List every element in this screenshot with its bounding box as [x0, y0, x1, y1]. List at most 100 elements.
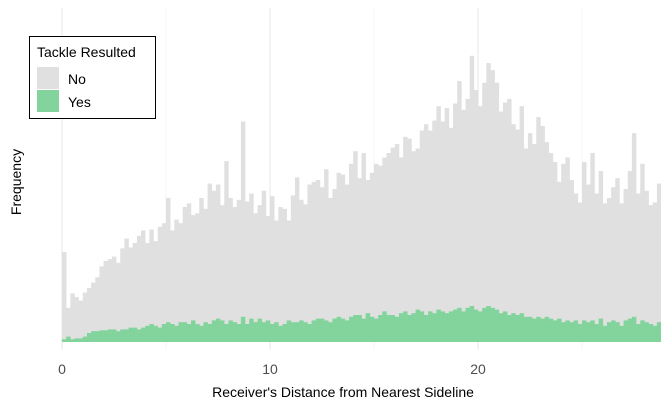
bar-yes-46 [253, 322, 258, 342]
bar-yes-139 [640, 320, 645, 342]
bar-yes-76 [378, 315, 383, 342]
bar-yes-123 [573, 320, 579, 342]
bar-no-11 [107, 259, 113, 342]
bar-yes-137 [631, 316, 637, 342]
bar-yes-65 [332, 318, 337, 342]
bar-no-132 [611, 187, 616, 342]
bar-no-77 [382, 157, 387, 342]
bar-yes-130 [602, 325, 608, 342]
bar-yes-15 [124, 329, 129, 342]
bar-yes-100 [478, 311, 483, 342]
x-axis-title: Receiver's Distance from Nearest Sidelin… [212, 384, 474, 400]
bar-no-65 [332, 189, 337, 342]
bar-no-83 [407, 138, 412, 342]
bar-yes-132 [611, 320, 616, 342]
bar-no-74 [369, 172, 375, 342]
bar-yes-24 [161, 324, 167, 342]
bar-no-28 [178, 223, 183, 342]
bar-no-72 [361, 153, 366, 342]
bar-no-86 [419, 130, 425, 342]
bar-yes-6 [86, 333, 92, 342]
bar-no-124 [577, 202, 583, 342]
bar-yes-95 [457, 307, 462, 342]
bar-yes-103 [490, 307, 495, 342]
bar-no-0 [62, 252, 67, 342]
bar-no-107 [507, 99, 512, 342]
bar-no-71 [357, 178, 362, 342]
legend-swatch-no [37, 67, 59, 89]
bar-no-50 [270, 196, 275, 342]
bar-no-125 [582, 162, 587, 342]
bar-yes-105 [498, 313, 504, 342]
bar-no-91 [440, 121, 446, 342]
bar-yes-47 [257, 318, 262, 342]
bar-no-134 [619, 203, 624, 342]
bar-yes-73 [365, 313, 371, 342]
bar-yes-36 [211, 320, 217, 342]
bar-yes-107 [507, 315, 512, 342]
bar-yes-90 [436, 309, 441, 342]
bar-yes-66 [336, 316, 342, 342]
bar-no-40 [228, 198, 233, 342]
bar-no-123 [573, 193, 579, 342]
bar-yes-80 [394, 316, 400, 342]
bar-yes-38 [220, 320, 225, 342]
bar-no-117 [548, 153, 554, 342]
bar-no-46 [253, 213, 258, 342]
bar-yes-135 [623, 320, 629, 342]
bar-yes-111 [523, 316, 529, 342]
series-no-bars [62, 55, 661, 343]
bar-yes-8 [95, 331, 100, 342]
bar-no-138 [636, 193, 641, 342]
bar-yes-29 [182, 322, 188, 342]
bar-no-63 [324, 169, 329, 342]
bar-no-70 [353, 151, 358, 342]
bar-yes-94 [453, 309, 458, 342]
bar-yes-85 [415, 309, 421, 342]
x-tick-label-20: 20 [470, 361, 486, 377]
bar-yes-110 [519, 313, 525, 342]
bar-no-25 [166, 198, 171, 342]
bar-yes-5 [82, 336, 88, 342]
bar-no-78 [386, 153, 391, 342]
bar-no-15 [124, 238, 129, 342]
bar-yes-18 [136, 329, 142, 342]
bar-no-30 [186, 203, 192, 342]
bar-yes-64 [328, 322, 333, 342]
bar-yes-4 [78, 338, 84, 342]
bar-no-142 [652, 202, 658, 342]
x-tick-label-0: 0 [58, 361, 66, 377]
bar-yes-48 [261, 322, 267, 342]
bar-yes-114 [536, 316, 541, 342]
bar-no-52 [278, 207, 283, 342]
bar-no-48 [261, 190, 267, 342]
bar-yes-17 [132, 327, 138, 342]
bar-yes-109 [515, 315, 520, 342]
bar-no-89 [432, 120, 437, 342]
bar-no-137 [631, 133, 637, 342]
bar-no-38 [220, 205, 225, 342]
bar-no-126 [586, 184, 591, 342]
bar-no-135 [623, 189, 629, 342]
bar-yes-52 [278, 325, 283, 342]
bar-no-73 [365, 180, 371, 342]
bar-yes-70 [353, 315, 358, 342]
bar-no-93 [448, 127, 454, 342]
bar-yes-45 [249, 318, 254, 342]
bar-yes-112 [527, 316, 533, 342]
bar-yes-87 [423, 315, 429, 342]
bar-no-95 [457, 81, 462, 342]
bar-yes-121 [565, 320, 570, 342]
bar-yes-136 [627, 318, 633, 342]
bar-no-56 [294, 177, 300, 342]
bar-no-68 [344, 184, 350, 342]
y-axis-title: Frequency [8, 149, 24, 215]
bar-yes-27 [174, 325, 179, 342]
bar-yes-37 [215, 318, 221, 342]
bar-yes-11 [107, 329, 113, 342]
bar-no-75 [374, 163, 379, 342]
bar-yes-20 [145, 325, 150, 342]
bar-yes-30 [186, 324, 192, 342]
bar-no-13 [116, 262, 121, 342]
bar-yes-40 [228, 320, 233, 342]
